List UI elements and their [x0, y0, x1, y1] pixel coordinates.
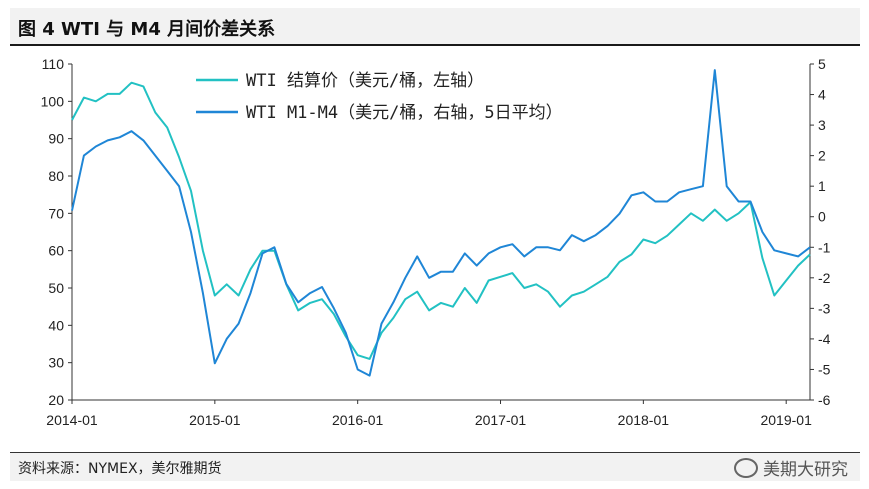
y-right-tick-label: -4 [818, 331, 831, 347]
y-left-tick-label: 20 [48, 392, 64, 408]
y-right-tick-label: -3 [818, 300, 831, 316]
series-line-m1-m4 [71, 69, 811, 377]
x-tick-label: 2015-01 [189, 412, 241, 428]
y-right-tick-label: 4 [818, 87, 826, 103]
watermark: 美期大研究 [734, 455, 848, 480]
x-tick-label: 2014-01 [46, 412, 98, 428]
y-right-tick-label: 3 [818, 117, 826, 133]
figure-title-bar: 图 4 WTI 与 M4 月间价差关系 [10, 8, 860, 46]
y-left-tick-label: 70 [48, 205, 64, 221]
x-tick-label: 2016-01 [332, 412, 384, 428]
y-left-tick-label: 60 [48, 243, 64, 259]
wechat-icon [734, 458, 758, 478]
watermark-text: 美期大研究 [763, 460, 848, 480]
y-left-tick-label: 40 [48, 317, 64, 333]
y-right-tick-label: 5 [818, 56, 826, 72]
y-left-tick-label: 90 [48, 131, 64, 147]
y-right-tick-label: 0 [818, 209, 826, 225]
y-right-tick-label: -2 [818, 270, 831, 286]
y-left-tick-label: 80 [48, 168, 64, 184]
y-right-tick-label: 2 [818, 148, 826, 164]
source-bar: 资料来源：NYMEX，美尔雅期货 美期大研究 [10, 452, 860, 481]
x-tick-label: 2019-01 [760, 412, 812, 428]
y-right-tick-label: 1 [818, 178, 826, 194]
x-tick-label: 2017-01 [475, 412, 527, 428]
series-line-wti [71, 81, 811, 360]
legend-label: WTI M1-M4（美元/桶，右轴，5日平均） [246, 103, 563, 123]
x-tick-label: 2018-01 [618, 412, 670, 428]
y-right-tick-label: -6 [818, 392, 831, 408]
y-left-tick-label: 30 [48, 355, 64, 371]
figure-title: 图 4 WTI 与 M4 月间价差关系 [18, 19, 276, 40]
legend-label: WTI 结算价（美元/桶，左轴） [246, 71, 484, 91]
y-right-tick-label: -5 [818, 361, 831, 377]
y-right-tick-label: -1 [818, 239, 831, 255]
y-left-tick-label: 50 [48, 280, 64, 296]
source-note: 资料来源：NYMEX，美尔雅期货 [18, 461, 222, 477]
y-left-tick-label: 100 [41, 93, 65, 109]
y-left-tick-label: 110 [42, 56, 65, 72]
